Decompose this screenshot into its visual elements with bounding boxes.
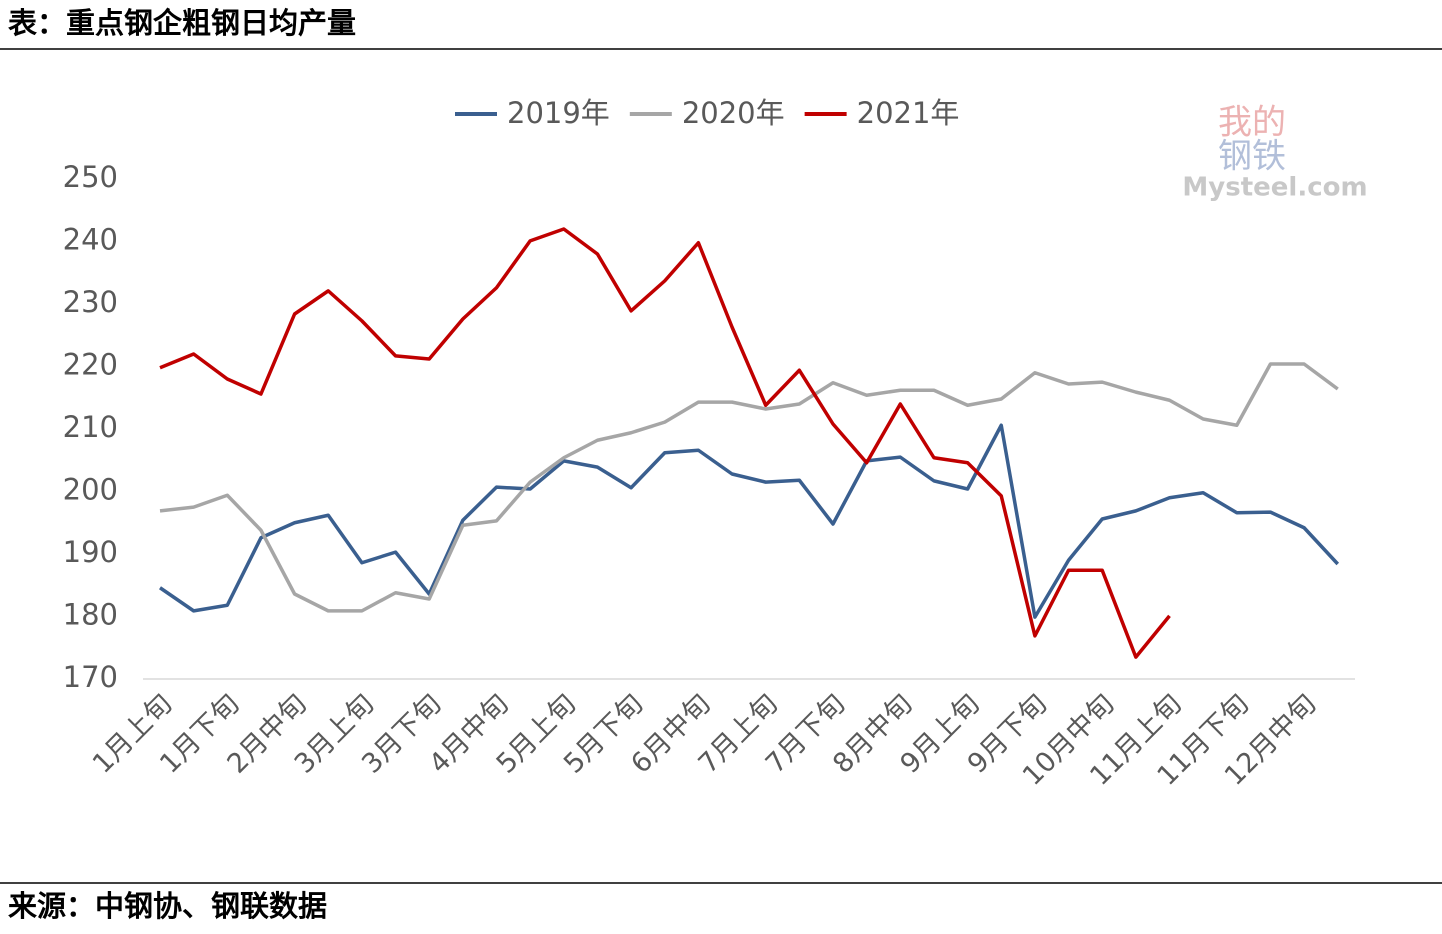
y-tick-label: 240 <box>63 223 118 257</box>
y-tick-label: 180 <box>63 598 118 632</box>
y-tick-label: 200 <box>63 473 118 507</box>
y-tick-label: 190 <box>63 535 118 569</box>
series-line <box>159 227 1171 659</box>
y-tick-label: 170 <box>63 660 118 694</box>
y-tick-label: 250 <box>63 160 118 194</box>
series-line <box>159 423 1340 619</box>
watermark: Mysteel.com <box>1182 173 1367 203</box>
y-tick-label: 230 <box>63 285 118 319</box>
source-note: 来源：中钢协、钢联数据 <box>8 889 327 923</box>
legend-label: 2019年 <box>507 96 610 130</box>
watermark: 我的 <box>1218 103 1286 143</box>
y-tick-label: 220 <box>63 348 118 382</box>
legend-label: 2020年 <box>682 96 785 130</box>
watermark: 钢铁 <box>1218 137 1286 177</box>
y-tick-label: 210 <box>63 410 118 444</box>
page-title: 表：重点钢企粗钢日均产量 <box>8 6 356 40</box>
legend-label: 2021年 <box>857 96 960 130</box>
series-line <box>159 362 1339 613</box>
